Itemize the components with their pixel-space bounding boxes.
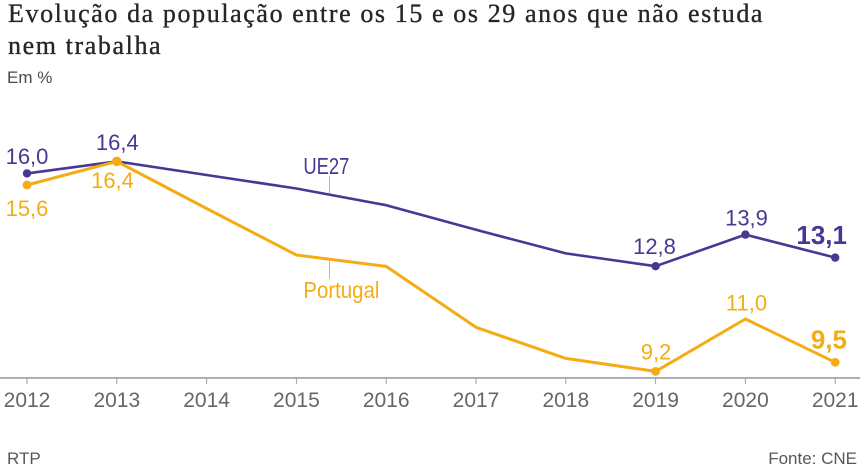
svg-text:UE27: UE27: [303, 153, 349, 179]
svg-text:9,5: 9,5: [811, 325, 847, 355]
svg-text:2015: 2015: [273, 389, 320, 412]
svg-text:16,4: 16,4: [91, 168, 134, 193]
svg-text:2016: 2016: [363, 389, 410, 412]
svg-text:2020: 2020: [722, 389, 769, 412]
svg-text:2019: 2019: [632, 389, 679, 412]
svg-text:2017: 2017: [453, 389, 500, 412]
svg-text:2013: 2013: [93, 389, 140, 412]
svg-text:2021: 2021: [812, 389, 859, 412]
svg-text:15,6: 15,6: [6, 196, 49, 221]
svg-text:13,9: 13,9: [725, 206, 768, 231]
svg-text:13,1: 13,1: [796, 220, 847, 250]
svg-text:9,2: 9,2: [641, 340, 672, 365]
svg-text:16,0: 16,0: [6, 144, 49, 169]
svg-text:2012: 2012: [4, 389, 51, 412]
svg-text:Portugal: Portugal: [303, 277, 379, 303]
svg-text:16,4: 16,4: [96, 130, 139, 155]
svg-text:2018: 2018: [542, 389, 589, 412]
svg-text:2014: 2014: [183, 389, 230, 412]
svg-text:12,8: 12,8: [633, 234, 676, 259]
svg-text:11,0: 11,0: [726, 291, 767, 316]
